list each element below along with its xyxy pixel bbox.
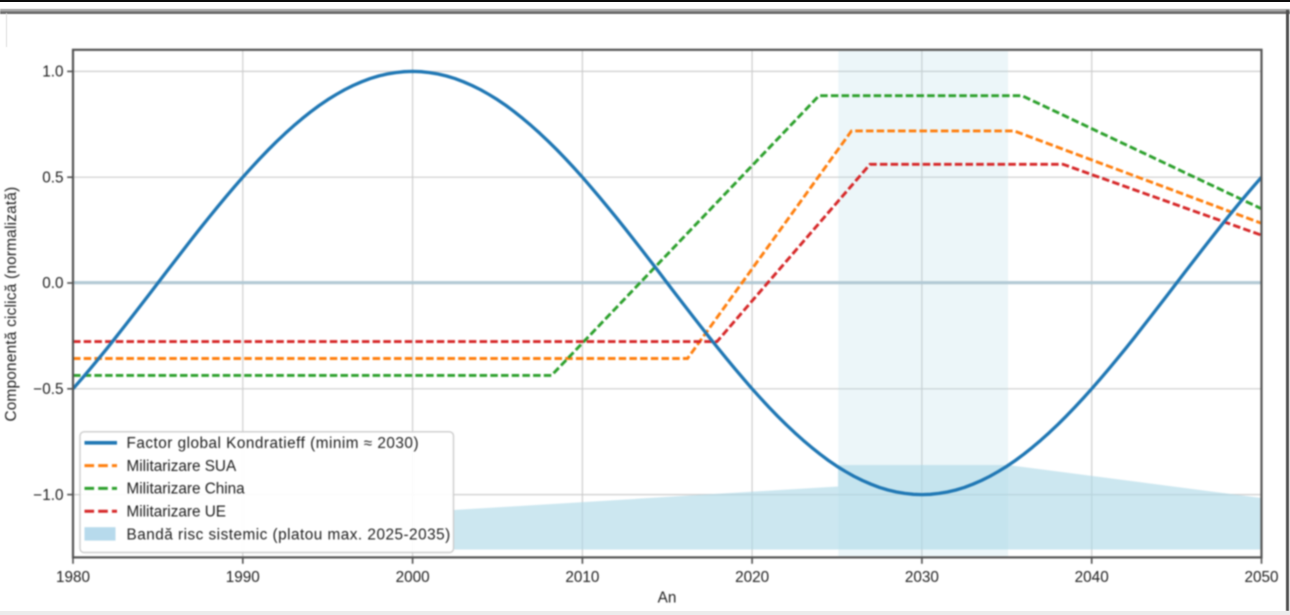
svg-text:Factor global Kondratieff (min: Factor global Kondratieff (minim ≈ 2030)	[127, 435, 420, 452]
svg-text:2050: 2050	[1244, 569, 1278, 586]
svg-text:Componentă ciclică (normalizat: Componentă ciclică (normalizată)	[3, 187, 20, 422]
svg-text:−1.0: −1.0	[33, 487, 63, 504]
svg-text:An: An	[658, 589, 677, 606]
svg-text:2030: 2030	[905, 569, 939, 586]
svg-text:Militarizare China: Militarizare China	[127, 481, 246, 498]
svg-text:−0.5: −0.5	[33, 381, 63, 398]
svg-text:2000: 2000	[396, 569, 430, 586]
svg-text:1990: 1990	[226, 569, 260, 586]
svg-text:1980: 1980	[56, 569, 90, 586]
svg-text:2040: 2040	[1075, 569, 1109, 586]
svg-text:1.0: 1.0	[42, 64, 63, 81]
svg-text:2020: 2020	[735, 569, 769, 586]
svg-text:Militarizare SUA: Militarizare SUA	[127, 458, 237, 475]
svg-text:2010: 2010	[565, 569, 599, 586]
svg-text:Militarizare UE: Militarizare UE	[127, 504, 226, 521]
svg-text:Bandă risc sistemic (platou ma: Bandă risc sistemic (platou max. 2025-20…	[127, 526, 451, 543]
svg-text:0.5: 0.5	[42, 169, 63, 186]
svg-text:0.0: 0.0	[42, 275, 63, 292]
